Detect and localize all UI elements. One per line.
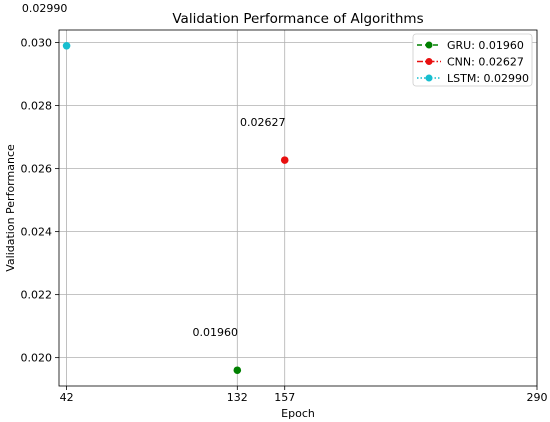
axis-ticks: 42 132 157 290 0.020 0.022 0.024 0.026 0.028 0.03… xyxy=(21,37,548,404)
chart-legend: GRU: 0.01960 CNN: 0.02627 LSTM: 0.02990 xyxy=(412,33,533,87)
data-point xyxy=(280,156,289,164)
legend-marker xyxy=(425,58,433,65)
y-axis-label: Validation Performance xyxy=(4,144,17,272)
data-point xyxy=(233,366,242,375)
chart-title: Validation Performance of Algorithms xyxy=(172,11,423,27)
legend-marker xyxy=(425,41,433,49)
x-tick-label: 42 xyxy=(60,391,74,404)
x-tick-label: 132 xyxy=(227,391,248,404)
y-tick-label: 0.020 xyxy=(21,352,53,365)
legend-marker xyxy=(425,74,433,82)
legend-box xyxy=(412,33,533,87)
plot-area-frame xyxy=(58,29,538,387)
point-annotations: 0.01960 0.02627 0.02990 xyxy=(22,2,286,339)
legend-entry-label: LSTM: 0.02990 xyxy=(447,72,529,85)
x-tick-label: 157 xyxy=(274,391,295,404)
data-label: 0.01960 xyxy=(193,326,239,339)
data-label: 0.02627 xyxy=(240,116,286,129)
x-axis-label: Epoch xyxy=(281,407,315,420)
y-tick-label: 0.028 xyxy=(21,100,53,113)
y-tick-label: 0.024 xyxy=(21,226,53,239)
y-tick-label: 0.030 xyxy=(21,37,53,50)
legend-entry-label: CNN: 0.02627 xyxy=(447,56,524,69)
data-label: 0.02990 xyxy=(22,2,68,15)
y-tick-label: 0.026 xyxy=(21,163,53,176)
legend-entry-label: GRU: 0.01960 xyxy=(447,39,524,52)
x-tick-label: 290 xyxy=(527,391,548,404)
y-tick-label: 0.022 xyxy=(21,289,53,302)
data-point xyxy=(62,41,71,50)
data-points xyxy=(62,41,289,375)
